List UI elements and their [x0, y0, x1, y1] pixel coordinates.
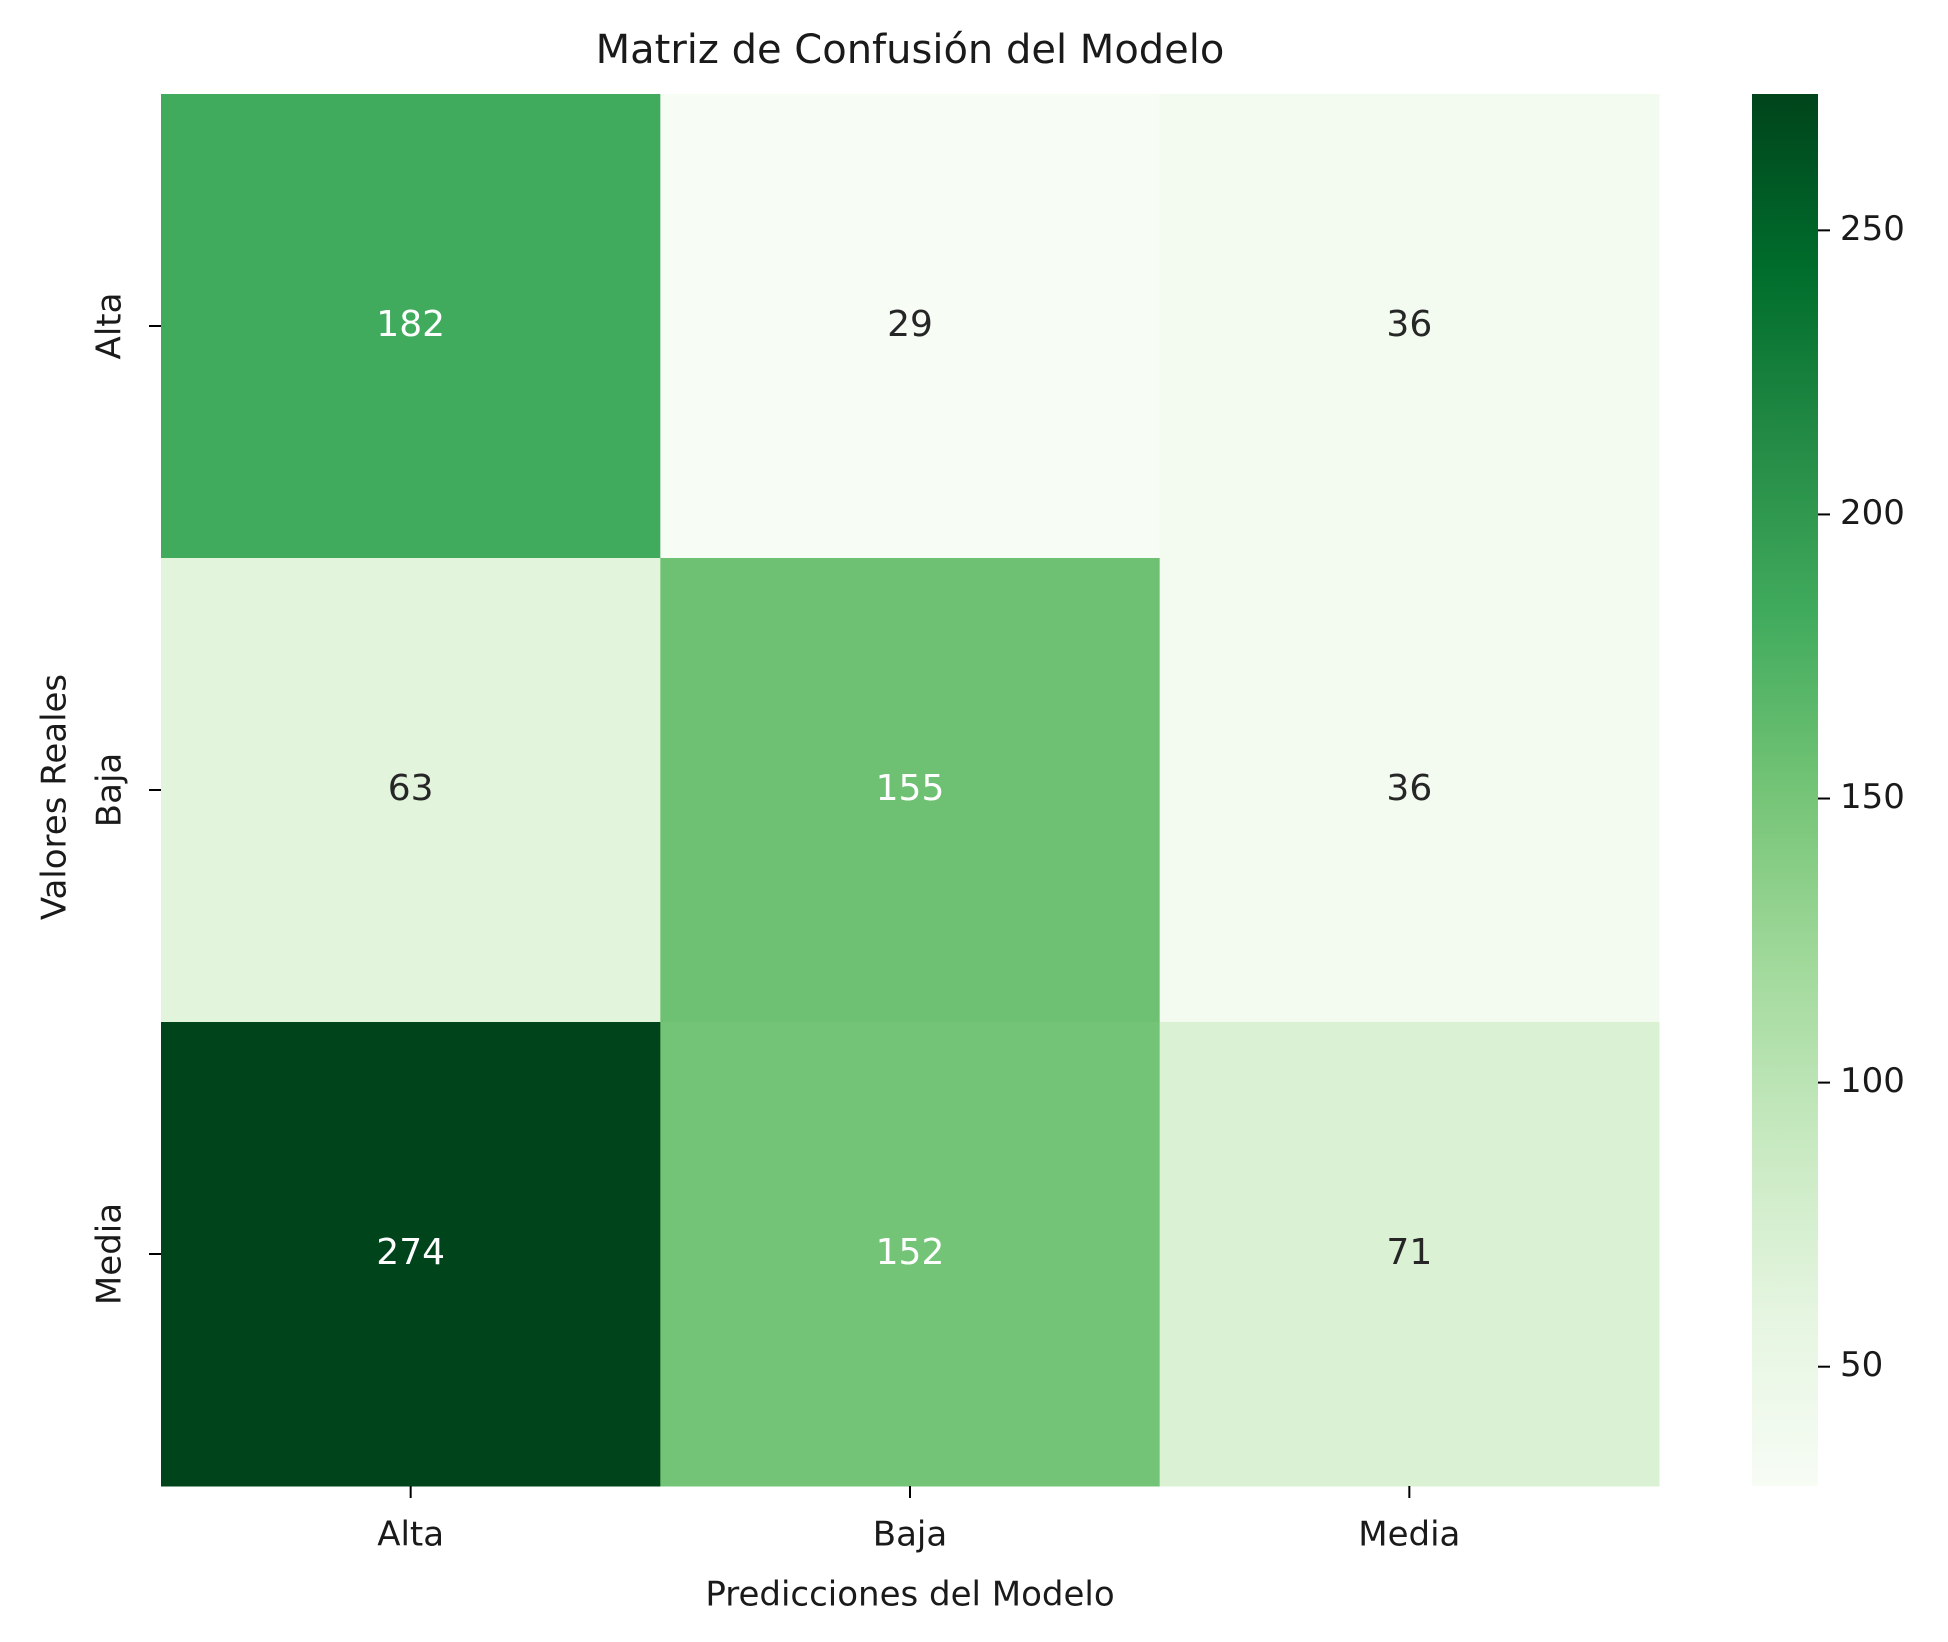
y-tick-label-1: Baja [90, 753, 130, 827]
colorbar-gradient [1752, 94, 1818, 1486]
cell-2-0 [161, 1022, 661, 1487]
cell-2-1 [660, 1022, 1161, 1487]
colorbar-tick-label-1: 100 [1840, 1061, 1905, 1101]
y-tick-label-2: Media [90, 1203, 130, 1305]
x-axis: Alta Baja Media [377, 1486, 1460, 1555]
cell-0-2 [1159, 94, 1660, 559]
cell-label-2-2: 71 [1386, 1232, 1432, 1273]
colorbar-tick-label-3: 200 [1840, 493, 1905, 533]
y-axis: Alta Baja Media [90, 293, 161, 1305]
colorbar-tick-label-2: 150 [1840, 777, 1905, 817]
cell-0-1 [660, 94, 1161, 559]
x-tick-label-2: Media [1358, 1515, 1460, 1555]
cell-1-1 [660, 558, 1161, 1023]
cell-label-0-0: 182 [376, 304, 445, 345]
chart-title: Matriz de Confusión del Modelo [596, 27, 1225, 73]
colorbar-tick-label-4: 250 [1840, 209, 1905, 249]
cell-label-1-2: 36 [1386, 768, 1432, 809]
colorbar-tick-label-0: 50 [1840, 1345, 1883, 1385]
heatmap-cell-labels: 182 29 36 63 155 36 274 152 71 [376, 304, 1432, 1273]
cell-label-0-1: 29 [887, 304, 933, 345]
cell-label-2-0: 274 [376, 1232, 445, 1273]
cell-label-1-1: 155 [876, 768, 945, 809]
cell-1-0 [161, 558, 661, 1023]
cell-label-0-2: 36 [1386, 304, 1432, 345]
cell-label-2-1: 152 [876, 1232, 945, 1273]
heatmap-cells [161, 94, 1660, 1487]
cell-1-2 [1159, 558, 1660, 1023]
colorbar: 50 100 150 200 250 [1752, 94, 1905, 1486]
y-axis-label: Valores Reales [35, 674, 75, 920]
cell-2-2 [1159, 1022, 1660, 1487]
x-tick-label-1: Baja [873, 1515, 947, 1555]
cell-label-1-0: 63 [388, 768, 434, 809]
x-tick-label-0: Alta [377, 1515, 444, 1555]
x-axis-label: Predicciones del Modelo [705, 1575, 1114, 1615]
cell-0-0 [161, 94, 661, 559]
y-tick-label-0: Alta [90, 293, 130, 360]
